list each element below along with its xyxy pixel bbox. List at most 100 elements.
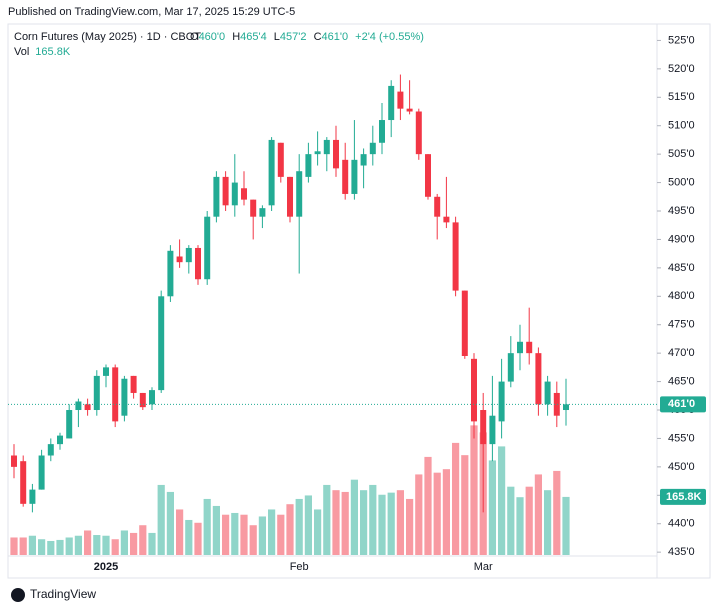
y-tick-label: 435'0 [668, 546, 695, 558]
volume-bar [231, 512, 239, 555]
volume-bar [378, 494, 386, 555]
legend-ohlc: O460'0 H465'4 L457'2 C461'0 +2'4 (+0.55%… [190, 31, 424, 43]
volume-bar [314, 509, 322, 555]
candle-body [369, 142, 376, 155]
y-tick-label: 450'0 [668, 461, 695, 473]
candle-body [443, 216, 450, 223]
candle-body [397, 91, 404, 109]
volume-bar [148, 532, 156, 555]
candle-body [268, 139, 275, 206]
candle-body [471, 358, 477, 422]
volume-bar [277, 514, 285, 555]
candle-body [434, 196, 441, 217]
volume-bar [387, 492, 395, 555]
volume-bar [498, 446, 506, 555]
volume-bar [157, 484, 165, 555]
candle-body [20, 461, 27, 504]
h-value: 465'4 [240, 31, 267, 43]
candle-body [84, 404, 91, 411]
volume-bar [295, 498, 303, 555]
volume-bar [369, 484, 377, 555]
volume-bar [516, 497, 524, 555]
candle-body [29, 489, 36, 504]
candle-body [489, 415, 496, 445]
candle-layer [11, 74, 569, 513]
candle-body [296, 171, 303, 217]
candle-body [526, 341, 533, 354]
y-tick-label: 495'0 [668, 205, 695, 217]
volume-bar [525, 486, 533, 555]
y-tick-label: 455'0 [668, 432, 695, 444]
volume-bar [111, 539, 119, 555]
volume-bar [139, 525, 147, 555]
candle-body [351, 159, 358, 194]
volume-bar [470, 425, 478, 555]
volume-bar [130, 532, 138, 555]
y-tick-label: 465'0 [668, 375, 695, 387]
volume-bar [10, 537, 18, 555]
volume-bar [74, 535, 82, 555]
footer: TradingView [11, 587, 96, 602]
candle-body [498, 381, 505, 422]
volume-bar [166, 491, 174, 555]
candle-body [461, 290, 468, 356]
volume-bar [56, 539, 64, 555]
candle-body [287, 176, 293, 217]
volume-layer [10, 425, 570, 555]
candle-body [333, 139, 339, 169]
volume-bar [286, 504, 294, 555]
volume-bar [544, 490, 552, 555]
candle-body [158, 296, 165, 391]
candle-body [167, 250, 174, 297]
volume-bar [93, 535, 101, 555]
candle-body [259, 208, 266, 217]
vol-key: Vol [14, 46, 29, 58]
y-tick-label: 505'0 [668, 148, 695, 160]
volume-bar [120, 530, 128, 555]
candle-body [130, 375, 137, 393]
h-key: H [232, 31, 240, 43]
candle-body [277, 142, 284, 177]
y-tick-label: 515'0 [668, 91, 695, 103]
legend-vol: Vol 165.8K [14, 46, 71, 58]
volume-bar [222, 514, 230, 555]
candle-body [213, 176, 220, 217]
y-tick-label: 520'0 [668, 63, 695, 75]
vol-value: 165.8K [35, 46, 71, 58]
candle-body [241, 188, 247, 200]
volume-bar [102, 535, 110, 555]
candle-body [452, 222, 459, 291]
y-tick-label: 525'0 [668, 34, 695, 46]
volume-bar [268, 509, 276, 555]
volume-bar [461, 455, 469, 555]
c-value: 461'0 [322, 31, 349, 43]
volume-bar [350, 479, 358, 555]
candle-body [544, 381, 551, 405]
volume-bar [534, 474, 542, 555]
candle-body [139, 392, 146, 408]
volume-bar [47, 540, 55, 555]
candle-body [425, 154, 431, 197]
candle-body [66, 410, 73, 439]
volume-bar [176, 509, 184, 555]
candle-body [480, 410, 487, 445]
volume-bar [212, 505, 220, 555]
candle-body [112, 367, 119, 422]
candle-body [93, 375, 100, 411]
y-tick-label: 480'0 [668, 290, 695, 302]
volume-bar [424, 456, 432, 555]
volume-bar [332, 490, 340, 555]
candle-body [517, 341, 523, 354]
volume-bar [360, 490, 368, 555]
volume-bar [341, 491, 349, 555]
candle-body [379, 120, 385, 143]
volume-bar [433, 472, 441, 555]
o-key: O [190, 31, 199, 43]
volume-bar [65, 537, 73, 555]
c-key: C [314, 31, 322, 43]
candle-body [323, 139, 330, 155]
candle-body [553, 392, 560, 416]
volume-bar [323, 484, 331, 555]
y-tick-label: 470'0 [668, 347, 695, 359]
candle-body [563, 404, 569, 411]
